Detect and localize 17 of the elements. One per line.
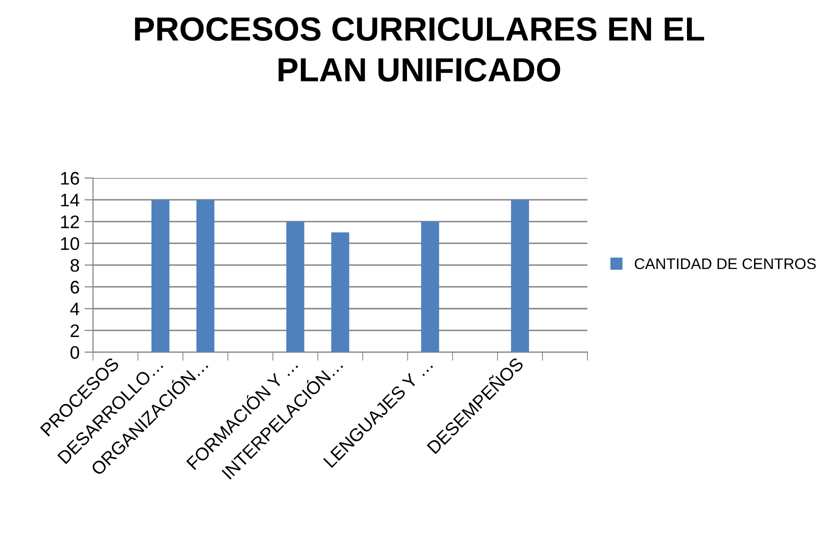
y-tick-label: 8 xyxy=(70,259,80,272)
legend-label: CANTIDAD DE CENTROS xyxy=(634,258,816,270)
y-tick-label: 0 xyxy=(70,346,80,359)
y-tick-label: 14 xyxy=(61,194,80,206)
bar xyxy=(196,200,214,352)
y-tick-label: 16 xyxy=(61,172,80,185)
y-tick-label: 12 xyxy=(61,215,79,228)
bar xyxy=(511,200,530,352)
y-tick-label: 10 xyxy=(61,237,80,250)
bar xyxy=(286,222,304,352)
bar xyxy=(331,232,350,352)
y-tick-label: 2 xyxy=(70,324,79,337)
y-tick-label: 4 xyxy=(70,302,80,316)
bar xyxy=(151,200,170,352)
bar xyxy=(421,222,440,352)
y-tick-label: 6 xyxy=(70,280,80,294)
chart-title: PROCESOS CURRICULARES EN EL PLAN UNIFICADO xyxy=(135,17,704,82)
